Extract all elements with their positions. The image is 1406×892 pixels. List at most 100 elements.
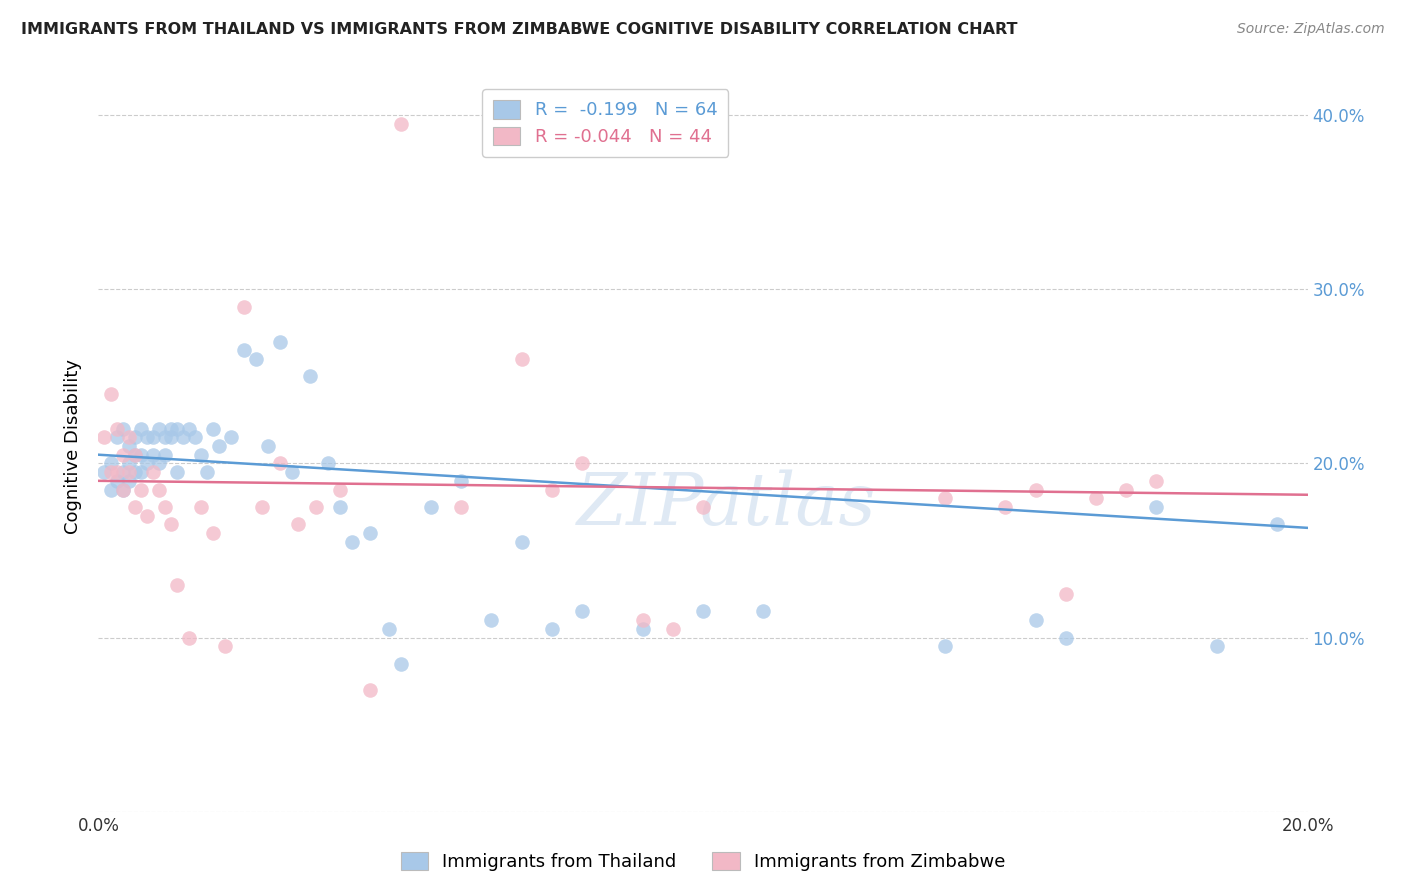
Point: [389, 657, 412, 671]
Point: [1144, 500, 1167, 514]
Point: [269, 457, 291, 471]
Point: [148, 457, 170, 471]
Text: IMMIGRANTS FROM THAILAND VS IMMIGRANTS FROM ZIMBABWE COGNITIVE DISABILITY CORREL: IMMIGRANTS FROM THAILAND VS IMMIGRANTS F…: [21, 22, 1018, 37]
Point: [360, 682, 382, 697]
Point: [481, 613, 503, 627]
Point: [299, 369, 322, 384]
Point: [450, 474, 472, 488]
Point: [389, 117, 412, 131]
Point: [540, 622, 562, 636]
Point: [100, 457, 122, 471]
Point: [100, 386, 122, 401]
Point: [100, 483, 122, 497]
Point: [160, 517, 183, 532]
Point: [153, 430, 176, 444]
Point: [105, 474, 128, 488]
Point: [202, 421, 225, 435]
Legend: Immigrants from Thailand, Immigrants from Zimbabwe: Immigrants from Thailand, Immigrants fro…: [394, 845, 1012, 879]
Point: [118, 465, 141, 479]
Point: [190, 448, 212, 462]
Point: [329, 483, 352, 497]
Point: [111, 483, 134, 497]
Point: [245, 351, 267, 366]
Point: [129, 421, 152, 435]
Point: [1144, 474, 1167, 488]
Point: [105, 465, 128, 479]
Point: [148, 483, 170, 497]
Point: [510, 534, 533, 549]
Point: [510, 351, 533, 366]
Point: [142, 465, 165, 479]
Legend: R =  -0.199   N = 64, R = -0.044   N = 44: R = -0.199 N = 64, R = -0.044 N = 44: [482, 89, 728, 157]
Point: [135, 508, 157, 523]
Point: [160, 430, 183, 444]
Point: [184, 430, 207, 444]
Point: [342, 534, 364, 549]
Point: [153, 500, 176, 514]
Point: [1115, 483, 1137, 497]
Point: [305, 500, 328, 514]
Point: [142, 430, 165, 444]
Point: [934, 491, 956, 506]
Point: [256, 439, 278, 453]
Point: [1024, 483, 1046, 497]
Point: [129, 483, 152, 497]
Point: [190, 500, 212, 514]
Point: [124, 448, 146, 462]
Point: [135, 430, 157, 444]
Point: [135, 457, 157, 471]
Point: [631, 622, 654, 636]
Point: [571, 457, 593, 471]
Point: [360, 526, 382, 541]
Point: [160, 421, 183, 435]
Point: [118, 430, 141, 444]
Point: [179, 631, 201, 645]
Point: [153, 448, 176, 462]
Point: [692, 604, 714, 618]
Point: [1054, 631, 1077, 645]
Point: [269, 334, 291, 349]
Point: [202, 526, 225, 541]
Point: [179, 421, 201, 435]
Point: [124, 448, 146, 462]
Point: [105, 430, 128, 444]
Point: [172, 430, 194, 444]
Point: [287, 517, 309, 532]
Point: [377, 622, 399, 636]
Point: [93, 465, 115, 479]
Point: [195, 465, 218, 479]
Point: [540, 483, 562, 497]
Point: [166, 578, 188, 592]
Point: [752, 604, 775, 618]
Point: [571, 604, 593, 618]
Point: [111, 421, 134, 435]
Point: [692, 500, 714, 514]
Point: [124, 465, 146, 479]
Point: [232, 343, 254, 358]
Point: [111, 483, 134, 497]
Y-axis label: Cognitive Disability: Cognitive Disability: [65, 359, 83, 533]
Point: [221, 430, 243, 444]
Point: [1054, 587, 1077, 601]
Point: [124, 430, 146, 444]
Point: [232, 300, 254, 314]
Text: ZIPatlas: ZIPatlas: [578, 469, 877, 540]
Point: [1085, 491, 1108, 506]
Point: [166, 465, 188, 479]
Text: Source: ZipAtlas.com: Source: ZipAtlas.com: [1237, 22, 1385, 37]
Point: [105, 421, 128, 435]
Point: [631, 613, 654, 627]
Point: [129, 465, 152, 479]
Point: [214, 640, 236, 654]
Point: [100, 465, 122, 479]
Point: [934, 640, 956, 654]
Point: [1206, 640, 1229, 654]
Point: [994, 500, 1017, 514]
Point: [250, 500, 273, 514]
Point: [661, 622, 683, 636]
Point: [208, 439, 231, 453]
Point: [129, 448, 152, 462]
Point: [93, 430, 115, 444]
Point: [1267, 517, 1289, 532]
Point: [281, 465, 304, 479]
